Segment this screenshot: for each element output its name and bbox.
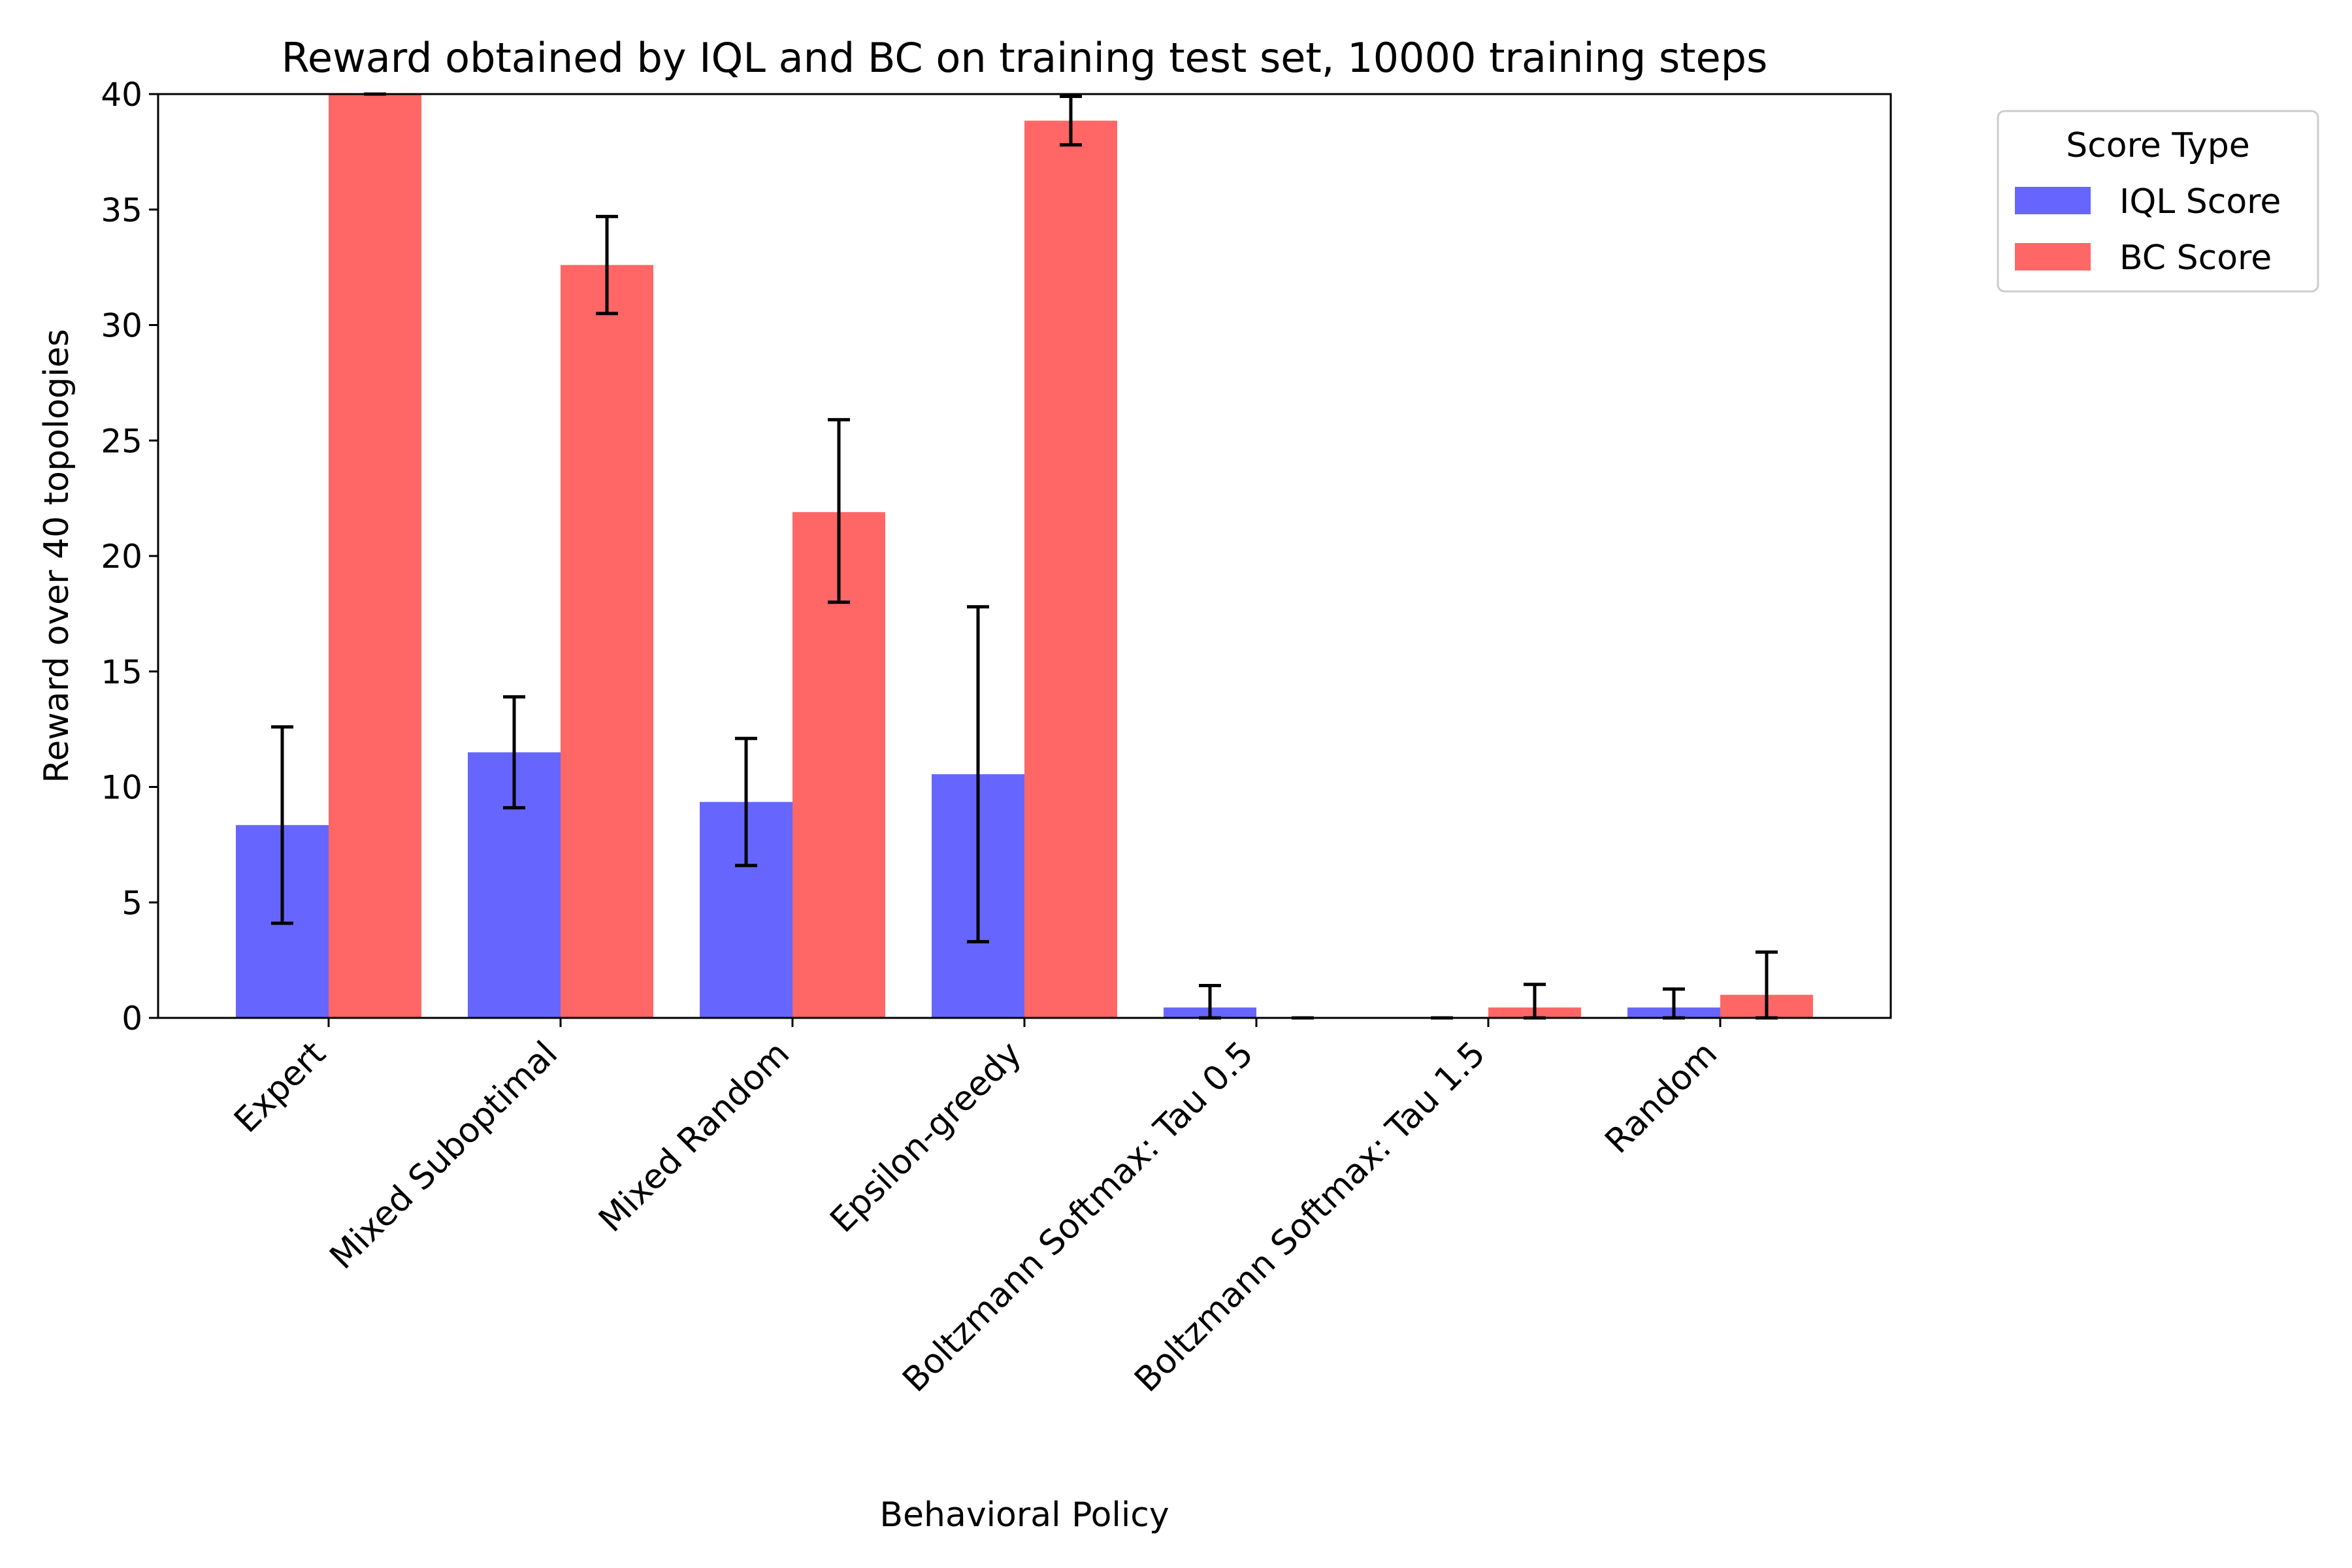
- legend-title: Score Type: [2066, 126, 2250, 165]
- y-tick-label-25: 25: [101, 422, 142, 460]
- bar-bc-1: [561, 265, 653, 1019]
- error-bar-bc-3: [1060, 95, 1082, 147]
- legend-label-bc: BC Score: [2119, 238, 2272, 278]
- y-axis: 0 5 10 15 20 25 30 35 40: [101, 76, 158, 1037]
- y-tick-label-20: 20: [101, 538, 142, 576]
- legend: Score Type IQL Score BC Score: [1997, 110, 2319, 293]
- plot-area: [236, 92, 1813, 1020]
- error-bar-bc-2: [828, 417, 850, 604]
- error-bar-bc-1: [596, 214, 618, 316]
- error-bar-iql-2: [735, 736, 757, 868]
- x-axis-label: Behavioral Policy: [879, 1495, 1169, 1535]
- error-bar-iql-0: [271, 725, 293, 925]
- y-tick-label-10: 10: [101, 769, 142, 807]
- y-tick-label-35: 35: [101, 191, 142, 229]
- y-axis-label: Reward over 40 topologies: [37, 329, 76, 783]
- bar-bc-3: [1024, 120, 1117, 1019]
- y-tick-label-40: 40: [101, 76, 142, 114]
- y-tick-label-30: 30: [101, 307, 142, 345]
- y-tick-label-15: 15: [101, 653, 142, 691]
- plot-frame: [157, 93, 1892, 1019]
- legend-swatch-bc: [2015, 243, 2091, 270]
- error-bar-iql-3: [967, 605, 989, 943]
- legend-swatch-iql: [2015, 187, 2091, 214]
- y-tick-label-0: 0: [122, 1000, 142, 1037]
- error-bar-iql-1: [503, 695, 525, 809]
- bar-bc-0: [329, 94, 421, 1018]
- y-tick-label-5: 5: [122, 884, 142, 922]
- chart-title: Reward obtained by IQL and BC on trainin…: [282, 34, 1768, 82]
- legend-label-iql: IQL Score: [2119, 182, 2281, 221]
